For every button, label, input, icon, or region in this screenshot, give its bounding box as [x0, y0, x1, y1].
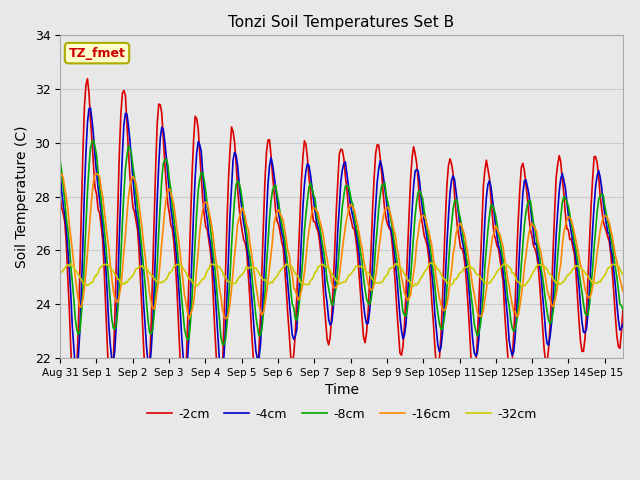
- Line: -32cm: -32cm: [60, 263, 623, 286]
- -2cm: [152, 162, 159, 168]
- -8cm: [619, 307, 627, 312]
- -4cm: [56, 170, 64, 176]
- -8cm: [610, 253, 618, 259]
- -32cm: [246, 264, 253, 270]
- -16cm: [610, 243, 618, 249]
- -4cm: [619, 322, 627, 327]
- -2cm: [472, 364, 479, 370]
- -32cm: [472, 270, 479, 276]
- -32cm: [343, 276, 351, 282]
- Line: -8cm: -8cm: [60, 140, 623, 345]
- Line: -2cm: -2cm: [60, 79, 623, 396]
- -4cm: [346, 198, 354, 204]
- -4cm: [131, 192, 138, 198]
- -16cm: [150, 306, 158, 312]
- -4cm: [249, 309, 257, 315]
- -32cm: [56, 269, 64, 275]
- -16cm: [93, 171, 100, 177]
- -8cm: [220, 342, 228, 348]
- -32cm: [619, 272, 627, 277]
- -32cm: [610, 262, 618, 267]
- -8cm: [249, 283, 257, 288]
- -2cm: [346, 212, 354, 217]
- X-axis label: Time: Time: [324, 383, 358, 397]
- -2cm: [610, 290, 618, 296]
- Title: Tonzi Soil Temperatures Set B: Tonzi Soil Temperatures Set B: [228, 15, 454, 30]
- -16cm: [472, 301, 479, 307]
- -8cm: [90, 137, 97, 143]
- -4cm: [152, 240, 159, 246]
- -4cm: [73, 367, 81, 373]
- -2cm: [131, 209, 138, 215]
- -32cm: [127, 275, 135, 280]
- -32cm: [426, 260, 434, 266]
- -16cm: [249, 260, 257, 266]
- -8cm: [56, 157, 64, 163]
- -16cm: [56, 171, 64, 177]
- Y-axis label: Soil Temperature (C): Soil Temperature (C): [15, 125, 29, 268]
- -4cm: [472, 353, 479, 359]
- -8cm: [346, 190, 354, 195]
- -32cm: [149, 273, 157, 279]
- -8cm: [150, 311, 158, 317]
- -16cm: [619, 288, 627, 294]
- -2cm: [619, 307, 627, 312]
- -8cm: [472, 328, 479, 334]
- -16cm: [346, 204, 354, 209]
- -4cm: [610, 268, 618, 274]
- Line: -16cm: -16cm: [60, 174, 623, 319]
- Legend: -2cm, -4cm, -8cm, -16cm, -32cm: -2cm, -4cm, -8cm, -16cm, -32cm: [141, 403, 541, 426]
- -8cm: [129, 164, 137, 170]
- -16cm: [185, 316, 193, 322]
- -2cm: [84, 76, 92, 82]
- Line: -4cm: -4cm: [60, 108, 623, 370]
- -2cm: [249, 347, 257, 353]
- Text: TZ_fmet: TZ_fmet: [68, 47, 125, 60]
- -2cm: [56, 194, 64, 200]
- -2cm: [70, 393, 77, 398]
- -4cm: [86, 105, 94, 111]
- -32cm: [410, 283, 417, 289]
- -16cm: [129, 174, 137, 180]
